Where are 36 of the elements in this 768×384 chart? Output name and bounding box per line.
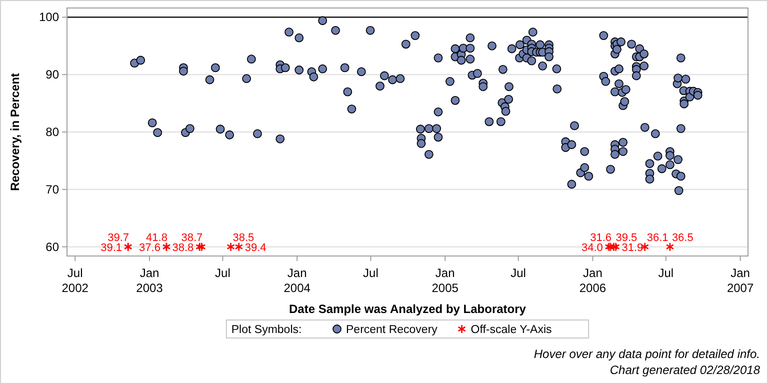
x-tick-label: Jan 2003 [136, 266, 164, 295]
y-tick-label: 100 [38, 10, 60, 24]
x-tick-label: Jul 2002 [62, 266, 89, 295]
legend-label: Off-scale Y-Axis [470, 324, 552, 336]
annotation: 38.8 [172, 242, 194, 254]
annotation: 41.8 [146, 232, 168, 244]
annotation: 31.6 [590, 232, 612, 244]
annotation: 38.7 [181, 232, 203, 244]
x-tick-label: Jul [510, 266, 526, 280]
annotation: 39.1 [100, 242, 122, 254]
text: Hover over any data point for detailed info. [534, 347, 760, 361]
annotation: 39.7 [108, 232, 130, 244]
y-axis-title: Recovery, in Percent [8, 73, 22, 191]
annotation: 37.6 [139, 242, 160, 254]
y-tick-label: 90 [46, 68, 60, 82]
annotation: 31.9 [622, 242, 644, 254]
x-tick-label: Jul [658, 266, 674, 280]
y-tick-label: 80 [46, 125, 60, 139]
text: Chart generated 02/28/2018 [610, 363, 760, 377]
x-tick-label: Jan 2004 [284, 266, 311, 295]
annotation: 39.4 [244, 242, 266, 254]
y-tick-label: 60 [46, 240, 60, 254]
annotation: 34.0 [581, 242, 603, 254]
legend-title: Plot Symbols: [231, 324, 302, 336]
annotation: 38.5 [232, 232, 254, 244]
x-tick-label: Jan 2007 [726, 266, 754, 295]
legend-label: Percent Recovery [346, 324, 438, 336]
annotation: 39.5 [616, 232, 638, 244]
x-tick-label: Jul [363, 266, 378, 280]
y-tick-label: 70 [46, 182, 60, 196]
x-tick-label: Jul [215, 266, 230, 280]
x-axis-title: Date Sample was Analyzed by Laboratory [289, 302, 526, 316]
x-tick-label: Jan 2005 [432, 266, 459, 295]
annotation: 36.1 [646, 232, 668, 244]
annotation: 36.5 [672, 232, 694, 244]
x-tick-label: Jan 2006 [579, 266, 606, 295]
